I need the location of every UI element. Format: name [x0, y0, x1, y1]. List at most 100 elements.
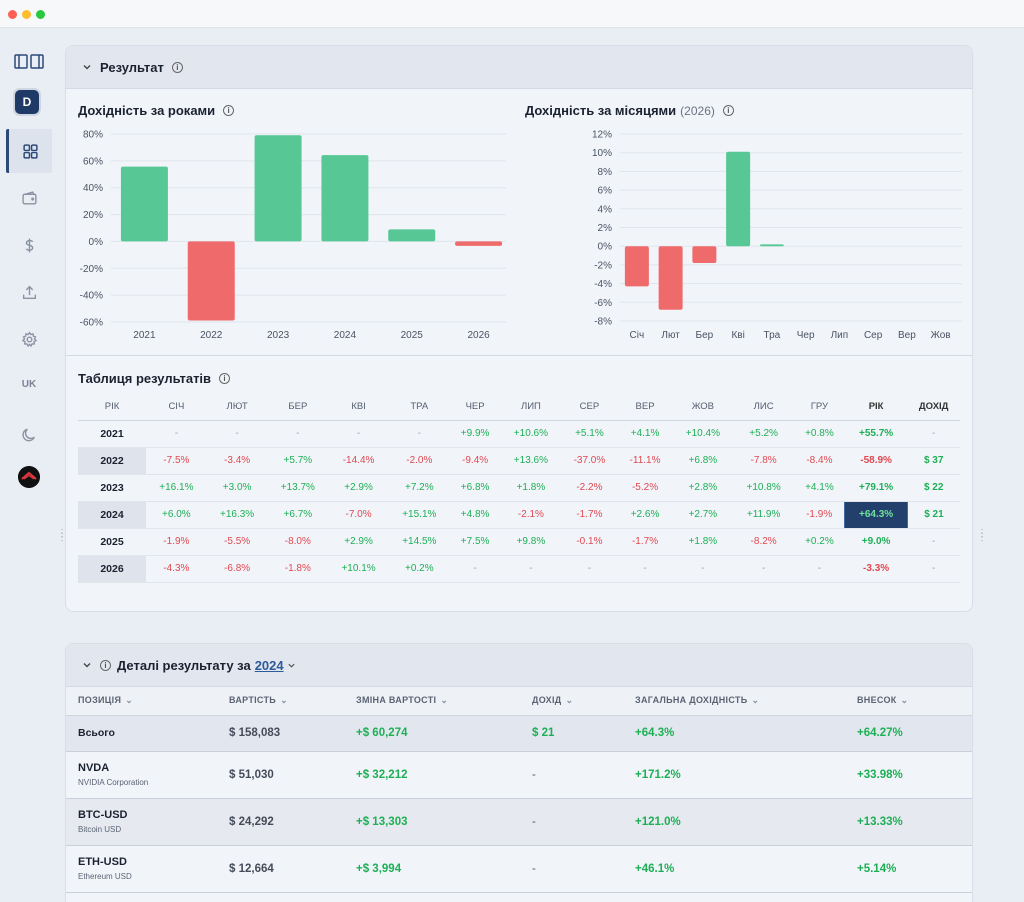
month-return-cell[interactable]: +2.6%: [617, 501, 673, 529]
bar[interactable]: [321, 155, 369, 242]
table-row[interactable]: BTC-USD Bitcoin USD $ 24,292 +$ 13,303 - …: [66, 798, 972, 846]
zoom-window-button[interactable]: [36, 10, 45, 19]
month-return-cell[interactable]: +14.5%: [388, 528, 450, 556]
month-return-cell[interactable]: +9.9%: [449, 420, 501, 448]
month-return-cell[interactable]: +4.1%: [793, 474, 845, 502]
sidebar-item-dashboard[interactable]: [6, 129, 52, 173]
month-return-cell[interactable]: -1.8%: [267, 555, 329, 583]
month-return-cell[interactable]: +0.2%: [793, 528, 845, 556]
column-header-contribution[interactable]: ВНЕСОК ⌄: [857, 687, 972, 716]
bar[interactable]: [187, 241, 235, 321]
month-return-cell[interactable]: -2.1%: [500, 501, 562, 529]
month-return-cell[interactable]: -5.5%: [206, 528, 268, 556]
month-return-cell[interactable]: -8.4%: [793, 447, 845, 475]
month-return-cell[interactable]: +5.2%: [733, 420, 794, 448]
chevron-down-icon[interactable]: [82, 660, 92, 670]
bar[interactable]: [692, 246, 717, 264]
bar[interactable]: [759, 244, 784, 247]
sidebar-item-theme[interactable]: [6, 412, 52, 456]
bar[interactable]: [658, 246, 683, 310]
month-return-cell[interactable]: +16.1%: [146, 474, 207, 502]
month-return-cell[interactable]: +6.7%: [267, 501, 329, 529]
month-return-cell[interactable]: -: [206, 420, 268, 448]
month-return-cell[interactable]: +7.5%: [449, 528, 501, 556]
month-return-cell[interactable]: +10.8%: [733, 474, 794, 502]
details-year-select[interactable]: 2024: [254, 657, 284, 673]
table-row[interactable]: 2021- - - - - +9.9% +10.6% +5.1% +4.1% +10.4% +5.2…: [78, 420, 960, 448]
month-return-cell[interactable]: +1.8%: [500, 474, 562, 502]
month-return-cell[interactable]: +2.9%: [328, 528, 389, 556]
details-header[interactable]: i Деталі результату за 2024: [66, 644, 972, 687]
year-return-cell[interactable]: +9.0%: [844, 528, 908, 556]
month-return-cell[interactable]: -: [793, 555, 845, 583]
month-return-cell[interactable]: -8.2%: [733, 528, 794, 556]
month-return-cell[interactable]: +6.8%: [672, 447, 734, 475]
result-header[interactable]: Результат i: [66, 46, 972, 89]
sidebar-item-dollar[interactable]: [6, 223, 52, 267]
sidebar-item-settings[interactable]: [6, 317, 52, 361]
chevron-down-icon[interactable]: [287, 661, 296, 670]
month-return-cell[interactable]: -7.0%: [328, 501, 389, 529]
month-return-cell[interactable]: +16.3%: [206, 501, 268, 529]
info-icon[interactable]: i: [219, 373, 231, 384]
month-return-cell[interactable]: +1.8%: [672, 528, 734, 556]
month-return-cell[interactable]: -7.8%: [733, 447, 794, 475]
month-return-cell[interactable]: +3.0%: [206, 474, 268, 502]
month-return-cell[interactable]: -: [146, 420, 207, 448]
month-return-cell[interactable]: +13.6%: [500, 447, 562, 475]
month-return-cell[interactable]: -14.4%: [328, 447, 389, 475]
year-return-cell[interactable]: +64.3%: [844, 500, 908, 529]
month-return-cell[interactable]: -6.8%: [206, 555, 268, 583]
bar[interactable]: [254, 135, 302, 242]
month-return-cell[interactable]: -11.1%: [617, 447, 673, 475]
info-icon[interactable]: i: [223, 105, 235, 116]
year-return-cell[interactable]: +79.1%: [844, 474, 908, 502]
month-return-cell[interactable]: -: [328, 420, 389, 448]
table-row[interactable]: ETH-USD Ethereum USD $ 12,664 +$ 3,994 - …: [66, 845, 972, 893]
close-window-button[interactable]: [8, 10, 17, 19]
month-return-cell[interactable]: +2.9%: [328, 474, 389, 502]
info-icon[interactable]: i: [100, 659, 111, 671]
month-return-cell[interactable]: +9.8%: [500, 528, 562, 556]
year-return-cell[interactable]: -58.9%: [844, 447, 908, 475]
brand-logo[interactable]: [18, 466, 40, 488]
avatar[interactable]: D: [15, 90, 39, 114]
year-return-cell[interactable]: +55.7%: [844, 420, 908, 448]
month-return-cell[interactable]: +5.7%: [267, 447, 329, 475]
month-return-cell[interactable]: +4.1%: [617, 420, 673, 448]
left-resize-handle[interactable]: ⋮ ⋮: [57, 528, 67, 543]
year-return-cell[interactable]: -3.3%: [844, 555, 908, 583]
month-return-cell[interactable]: +13.7%: [267, 474, 329, 502]
info-icon[interactable]: i: [722, 105, 734, 116]
month-return-cell[interactable]: -7.5%: [146, 447, 207, 475]
month-return-cell[interactable]: +5.1%: [561, 420, 618, 448]
table-row[interactable]: NVDA NVIDIA Corporation $ 51,030 +$ 32,21…: [66, 751, 972, 799]
month-return-cell[interactable]: -8.0%: [267, 528, 329, 556]
month-return-cell[interactable]: -: [267, 420, 329, 448]
right-resize-handle[interactable]: ⋮ ⋮: [977, 528, 987, 543]
table-row[interactable]: 2023 +16.1% +3.0% +13.7% +2.9% +7.2% +6.8% +1.8…: [78, 474, 960, 502]
toggle-sidebar-icon[interactable]: [6, 47, 52, 77]
column-header-value[interactable]: ВАРТІСТЬ ⌄: [229, 687, 356, 716]
sidebar-item-wallet[interactable]: [6, 176, 52, 220]
month-return-cell[interactable]: +15.1%: [388, 501, 450, 529]
month-return-cell[interactable]: -3.4%: [206, 447, 268, 475]
month-return-cell[interactable]: -: [388, 420, 450, 448]
column-header-income[interactable]: ДОХІД ⌄: [532, 687, 635, 716]
bar[interactable]: [120, 166, 168, 242]
table-row[interactable]: 2025 -1.9% -5.5% -8.0% +2.9% +14.5% +7.5% +9.8%…: [78, 528, 960, 556]
month-return-cell[interactable]: +0.2%: [388, 555, 450, 583]
column-header-position[interactable]: ПОЗИЦІЯ ⌄: [66, 687, 229, 716]
month-return-cell[interactable]: -1.7%: [617, 528, 673, 556]
table-row[interactable]: 2022 -7.5% -3.4% +5.7% -14.4% -2.0% -9.4% +13.6…: [78, 447, 960, 475]
column-header-total-return[interactable]: ЗАГАЛЬНА ДОХІДНІСТЬ ⌄: [635, 687, 857, 716]
month-return-cell[interactable]: -: [500, 555, 562, 583]
language-switch[interactable]: UK: [21, 379, 37, 390]
month-return-cell[interactable]: -: [449, 555, 501, 583]
column-header-change[interactable]: ЗМІНА ВАРТОСТІ ⌄: [356, 687, 532, 716]
month-return-cell[interactable]: -9.4%: [449, 447, 501, 475]
month-return-cell[interactable]: +10.6%: [500, 420, 562, 448]
month-return-cell[interactable]: -1.9%: [793, 501, 845, 529]
month-return-cell[interactable]: -2.2%: [561, 474, 618, 502]
month-return-cell[interactable]: +10.1%: [328, 555, 389, 583]
